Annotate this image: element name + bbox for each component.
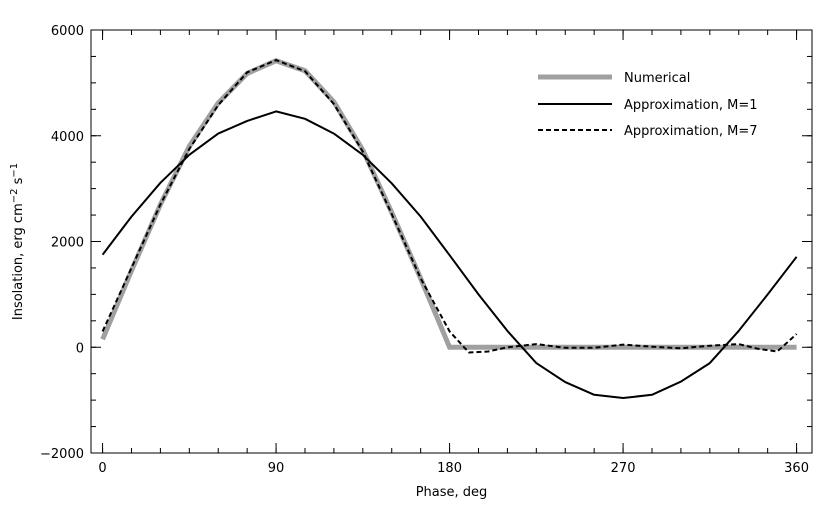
y-tick-label: 0 bbox=[76, 341, 84, 356]
y-tick-label: −2000 bbox=[40, 447, 84, 462]
y-axis-label-exp2: −1 bbox=[9, 163, 20, 178]
series-line-2 bbox=[101, 59, 798, 354]
series-line-1 bbox=[101, 110, 798, 399]
x-tick-label: 0 bbox=[98, 461, 106, 476]
y-axis-label: Insolation, erg cm−2 s−1 bbox=[9, 163, 26, 320]
plot-frame bbox=[90, 29, 813, 454]
legend-label-approximation-m7: Approximation, M=7 bbox=[624, 124, 758, 139]
tick-labels: 0 90 180 270 360 −2000 0 2000 4000 6000 bbox=[40, 24, 809, 476]
y-axis-label-exp1: −2 bbox=[9, 189, 20, 204]
y-axis-label-mid: s bbox=[11, 177, 26, 188]
x-axis-label: Phase, deg bbox=[416, 485, 488, 500]
x-tick-label: 270 bbox=[611, 461, 636, 476]
x-tick-label: 90 bbox=[268, 461, 285, 476]
legend: Numerical Approximation, M=1 Approximati… bbox=[538, 71, 758, 139]
legend-label-numerical: Numerical bbox=[624, 71, 690, 86]
y-tick-label: 6000 bbox=[51, 24, 84, 39]
y-tick-label: 4000 bbox=[51, 130, 84, 145]
x-tick-label: 180 bbox=[437, 461, 462, 476]
axis-ticks bbox=[91, 29, 812, 454]
y-axis-label-base: Insolation, erg cm bbox=[11, 203, 26, 320]
x-tick-label: 360 bbox=[784, 461, 809, 476]
legend-label-approximation-m1: Approximation, M=1 bbox=[624, 98, 758, 113]
y-tick-label: 2000 bbox=[51, 236, 84, 251]
series-group bbox=[100, 58, 798, 399]
